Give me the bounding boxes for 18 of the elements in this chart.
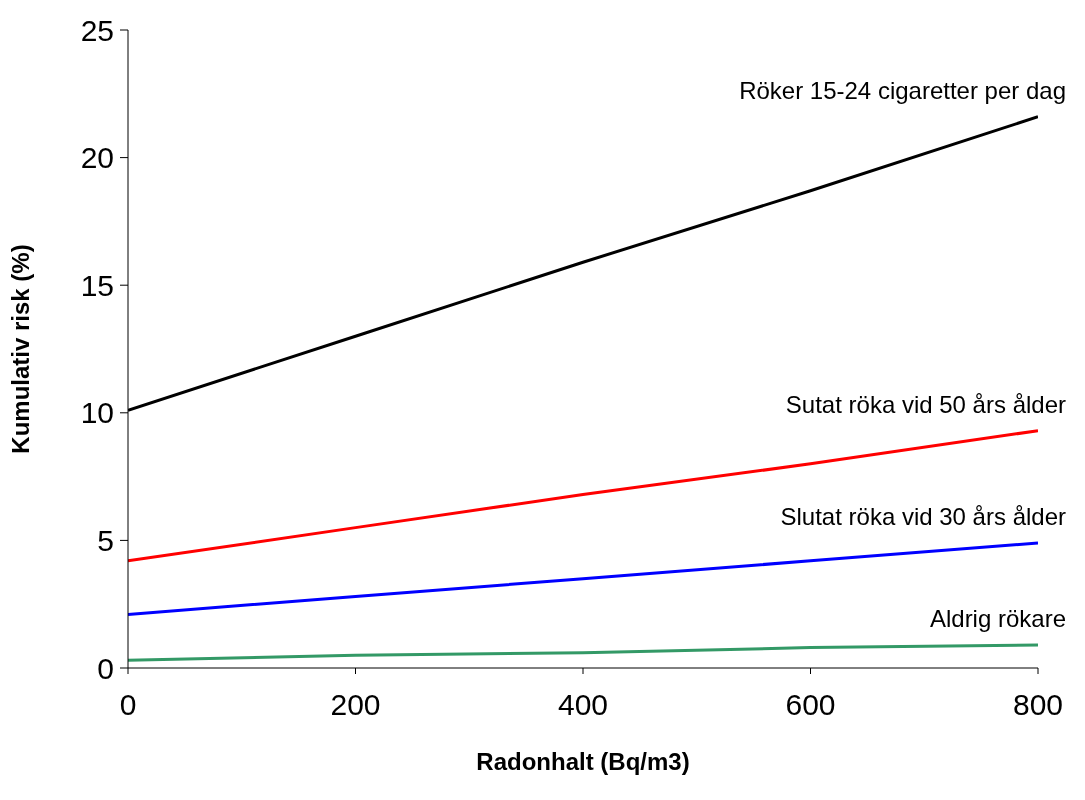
- series-label: Sutat röka vid 50 års ålder: [785, 390, 1066, 418]
- series-label: Slutat röka vid 30 års ålder: [780, 502, 1066, 530]
- x-tick-label: 0: [119, 688, 137, 722]
- y-tick-label: 10: [80, 396, 114, 430]
- y-axis-title: Kumulativ risk (%): [6, 244, 34, 454]
- x-tick-label: 200: [330, 688, 381, 722]
- x-tick-label: 800: [1012, 688, 1064, 722]
- y-tick-label: 15: [80, 268, 114, 302]
- y-tick-label: 25: [80, 13, 114, 47]
- x-tick-label: 600: [785, 688, 836, 722]
- series-label: Aldrig rökare: [929, 605, 1066, 633]
- x-axis-title: Radonhalt (Bq/m3): [476, 748, 690, 775]
- y-tick-label: 20: [80, 141, 114, 175]
- y-tick-label: 5: [97, 524, 114, 558]
- line-series: [128, 643, 1038, 662]
- x-tick-label: 400: [557, 688, 609, 722]
- y-tick-label: 0: [97, 651, 114, 685]
- series-label: Röker 15-24 cigaretter per dag: [739, 76, 1066, 104]
